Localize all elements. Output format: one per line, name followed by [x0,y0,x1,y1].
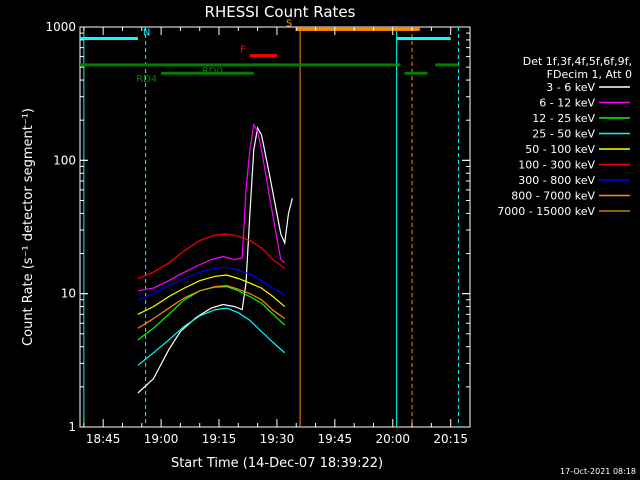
y-tick-label: 10 [61,287,76,301]
legend-label: 100 - 300 keV [518,159,595,172]
legend-label: 3 - 6 keV [546,81,595,94]
state-bar-label-rd4: RD4 [136,74,157,85]
legend-label: 25 - 50 keV [532,128,595,141]
series-line-7 [137,284,286,329]
x-tick-label: 19:30 [260,432,295,446]
legend-label: 7000 - 15000 keV [497,205,595,218]
state-bars: N RD0 RD4 F S [80,18,459,85]
series-line-3 [137,307,286,366]
y-axis-label: Count Rate (s⁻¹ detector segment⁻¹) [21,108,36,346]
legend-label: 50 - 100 keV [525,143,595,156]
series-line-1 [137,122,286,292]
plot-frame [79,26,471,428]
y-tick-label: 1000 [45,20,76,34]
series-line-0 [137,126,293,394]
series-line-6 [137,266,286,301]
series-line-2 [137,285,286,341]
axes-ticks: 1 10 100 1000 18:45 19:00 19:15 19:30 19:45 20:00… [45,20,471,446]
x-tick-label: 20:00 [375,432,410,446]
timestamp: 17-Oct-2021 08:18 [560,467,636,476]
legend: Det 1f,3f,4f,5f,6f,9f,FDecim 1, Att 03 -… [497,55,632,218]
state-bar-label-f: F [240,45,246,56]
state-bar-label-s: S [286,18,292,29]
legend-label: 12 - 25 keV [532,112,595,125]
series-line-5 [137,233,286,280]
series-lines [137,122,293,394]
state-bar-label-rd0: RD0 [202,66,223,77]
chart-title: RHESSI Count Rates [205,3,356,21]
x-tick-label: 20:15 [433,432,468,446]
x-tick-label: 19:45 [318,432,353,446]
legend-header-line: Det 1f,3f,4f,5f,6f,9f, [523,55,632,68]
y-tick-label: 100 [53,153,76,167]
legend-label: 800 - 7000 keV [511,190,595,203]
series-line-4 [137,274,286,315]
x-tick-label: 19:00 [144,432,179,446]
legend-label: 6 - 12 keV [539,97,595,110]
legend-label: 300 - 800 keV [518,174,595,187]
state-bar-label-n: N [143,27,150,38]
x-tick-label: 19:15 [202,432,237,446]
x-tick-label: 18:45 [86,432,121,446]
vertical-markers [83,27,459,427]
y-tick-label: 1 [68,420,76,434]
legend-header-line: FDecim 1, Att 0 [547,68,632,81]
x-axis-label: Start Time (14-Dec-07 18:39:22) [171,456,383,471]
